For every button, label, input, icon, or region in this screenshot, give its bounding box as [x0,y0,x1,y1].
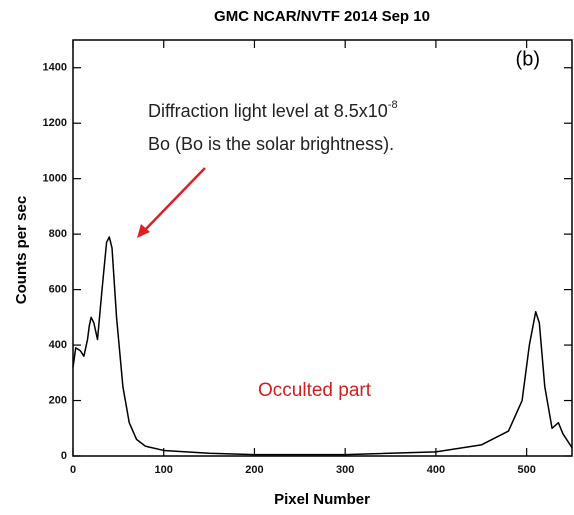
data-line [72,236,573,456]
plot-frame [72,39,573,457]
annotation-arrowhead [137,224,150,238]
y-tick-label: 1000 [43,173,67,185]
y-tick-label: 800 [49,228,67,240]
x-tick-label: 300 [336,464,354,476]
y-tick-label: 0 [61,450,67,462]
region-label: Occulted part [258,380,372,401]
x-tick-label: 0 [70,464,76,476]
y-axis-label: Counts per sec [13,196,30,304]
x-tick-label: 500 [517,464,535,476]
annotation: Diffraction light level at 8.5x10-8 [148,99,398,121]
annotation-superscript: -8 [388,99,398,111]
y-tick-label: 1200 [43,117,67,129]
x-axis-label: Pixel Number [274,491,370,508]
y-tick-label: 400 [49,339,67,351]
y-tick-label: 200 [49,394,67,406]
y-tick-label: 1400 [43,62,67,74]
x-tick-label: 100 [155,464,173,476]
annotation-text: Diffraction light level at 8.5x10 [148,101,388,121]
panel-label: (b) [516,48,540,70]
annotation-arrow [142,167,206,233]
x-tick-label: 400 [427,464,445,476]
chart-title: GMC NCAR/NVTF 2014 Sep 10 [214,8,430,25]
annotation: Bo (Bo is the solar brightness). [148,134,394,154]
y-tick-label: 600 [49,284,67,296]
x-tick-label: 200 [245,464,263,476]
